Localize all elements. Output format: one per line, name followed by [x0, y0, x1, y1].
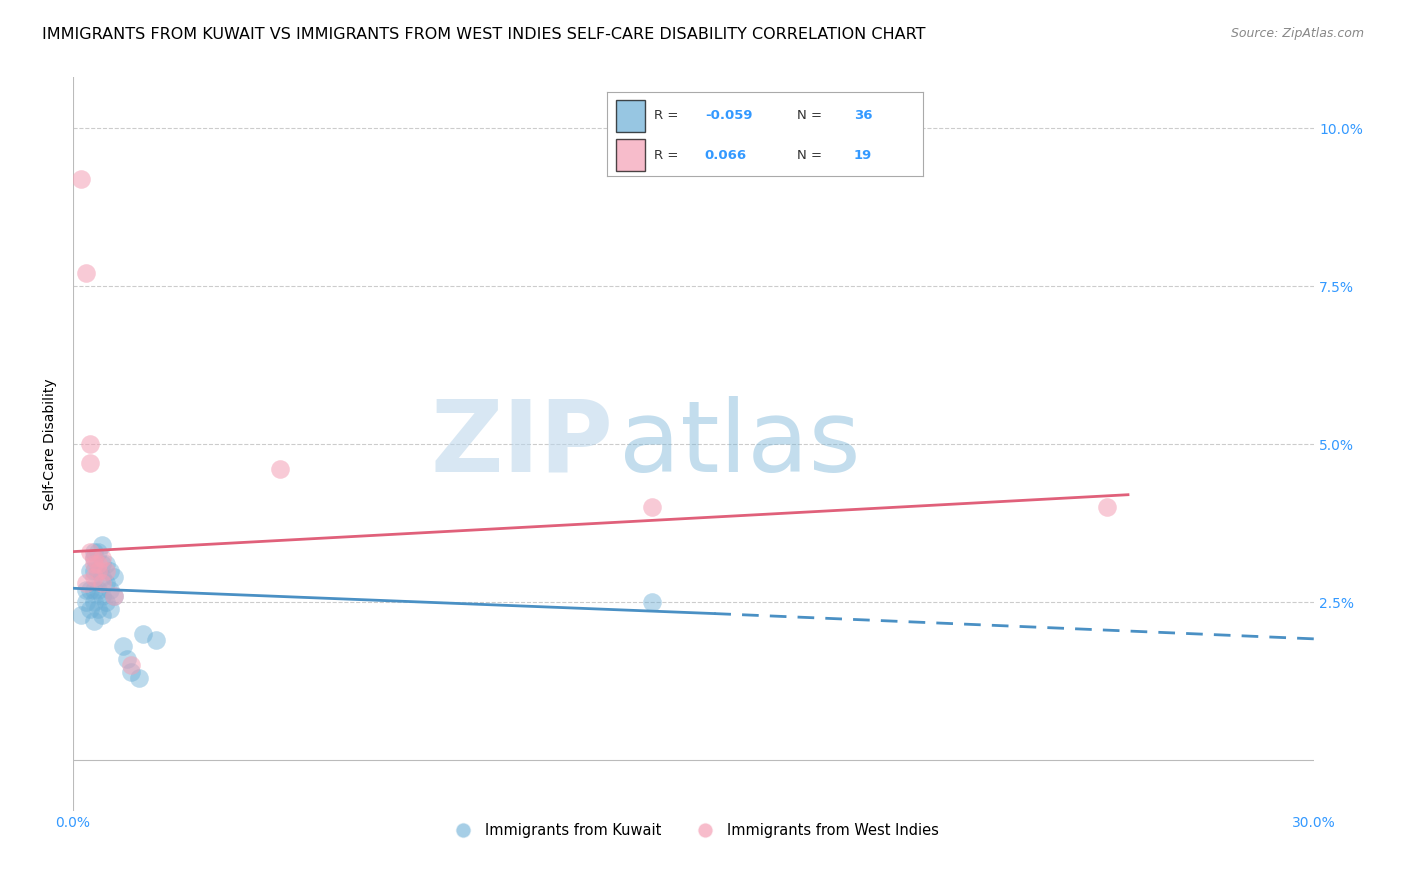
Point [269, 462, 291, 476]
Point [103, 589, 125, 603]
Point [96, 595, 118, 609]
Point [87, 564, 110, 578]
Text: atlas: atlas [619, 396, 860, 492]
Point [96, 576, 118, 591]
Point [132, 627, 155, 641]
Point [79, 437, 101, 451]
Point [70, 607, 93, 622]
Point [91, 576, 114, 591]
Point [87, 544, 110, 558]
Point [91, 607, 114, 622]
Point [79, 601, 101, 615]
Point [83, 582, 105, 597]
Point [75, 595, 97, 609]
Point [83, 564, 105, 578]
Point [83, 595, 105, 609]
Point [79, 564, 101, 578]
Point [1097, 500, 1119, 515]
Text: ZIP: ZIP [430, 396, 613, 492]
Point [120, 658, 142, 673]
Legend: Immigrants from Kuwait, Immigrants from West Indies: Immigrants from Kuwait, Immigrants from … [443, 817, 945, 844]
Point [83, 550, 105, 565]
Point [145, 633, 167, 648]
Point [98, 582, 121, 597]
Point [128, 671, 150, 685]
Point [98, 601, 121, 615]
Point [79, 456, 101, 470]
Point [83, 558, 105, 572]
Point [75, 582, 97, 597]
Point [641, 595, 664, 609]
Point [96, 558, 118, 572]
Point [83, 614, 105, 628]
Point [103, 570, 125, 584]
Point [91, 570, 114, 584]
Y-axis label: Self-Care Disability: Self-Care Disability [44, 378, 58, 510]
Point [70, 171, 93, 186]
Point [103, 589, 125, 603]
Point [87, 558, 110, 572]
Point [87, 582, 110, 597]
Point [87, 564, 110, 578]
Point [91, 550, 114, 565]
Point [641, 500, 664, 515]
Point [75, 576, 97, 591]
Point [91, 538, 114, 552]
Point [83, 544, 105, 558]
Point [91, 558, 114, 572]
Point [98, 564, 121, 578]
Point [96, 564, 118, 578]
Point [79, 582, 101, 597]
Text: IMMIGRANTS FROM KUWAIT VS IMMIGRANTS FROM WEST INDIES SELF-CARE DISABILITY CORRE: IMMIGRANTS FROM KUWAIT VS IMMIGRANTS FRO… [42, 27, 925, 42]
Point [91, 589, 114, 603]
Point [120, 665, 142, 679]
Point [87, 601, 110, 615]
Point [83, 550, 105, 565]
Point [79, 544, 101, 558]
Point [75, 267, 97, 281]
Point [83, 570, 105, 584]
Point [111, 640, 134, 654]
Point [115, 652, 138, 666]
Text: Source: ZipAtlas.com: Source: ZipAtlas.com [1230, 27, 1364, 40]
